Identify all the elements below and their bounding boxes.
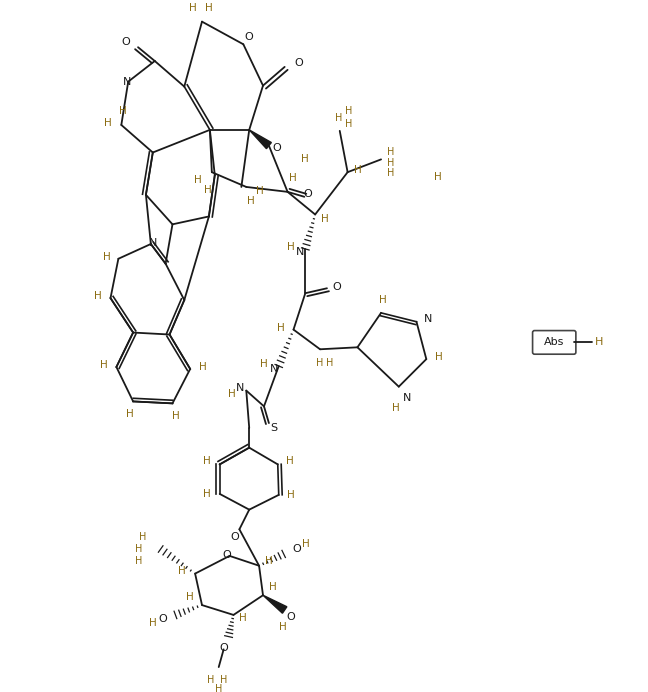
Text: H: H bbox=[269, 583, 277, 592]
Text: N: N bbox=[296, 247, 305, 257]
Text: H: H bbox=[286, 242, 294, 252]
Text: H: H bbox=[286, 490, 294, 500]
Text: H: H bbox=[435, 352, 443, 362]
Polygon shape bbox=[249, 130, 272, 149]
Text: H: H bbox=[596, 338, 604, 347]
Text: O: O bbox=[292, 544, 301, 554]
Text: O: O bbox=[230, 532, 239, 543]
Text: H: H bbox=[256, 186, 264, 196]
Text: H: H bbox=[204, 185, 212, 195]
Text: H: H bbox=[277, 322, 284, 333]
Text: O: O bbox=[222, 550, 231, 560]
Text: N: N bbox=[270, 364, 278, 374]
Text: H: H bbox=[199, 362, 207, 372]
Text: N: N bbox=[123, 77, 132, 86]
Text: O: O bbox=[122, 37, 131, 47]
Text: H: H bbox=[321, 215, 329, 224]
Text: H: H bbox=[388, 147, 395, 156]
Text: H: H bbox=[102, 252, 110, 262]
Text: H: H bbox=[119, 106, 127, 116]
Text: H: H bbox=[94, 291, 102, 301]
Text: H: H bbox=[303, 539, 310, 549]
Text: N: N bbox=[424, 313, 432, 324]
Text: H: H bbox=[301, 154, 309, 165]
Text: H: H bbox=[392, 403, 400, 413]
Text: N: N bbox=[148, 238, 157, 248]
Text: O: O bbox=[294, 58, 303, 68]
Text: H: H bbox=[100, 360, 108, 370]
Text: H: H bbox=[135, 556, 143, 566]
Text: H: H bbox=[345, 106, 353, 116]
Text: H: H bbox=[286, 457, 294, 466]
Text: H: H bbox=[434, 172, 442, 182]
Text: H: H bbox=[203, 457, 211, 466]
Text: H: H bbox=[335, 113, 342, 123]
Text: H: H bbox=[126, 409, 134, 419]
Text: H: H bbox=[354, 165, 362, 175]
Text: H: H bbox=[240, 613, 247, 623]
Text: H: H bbox=[260, 359, 268, 369]
Text: H: H bbox=[178, 565, 186, 576]
Text: H: H bbox=[326, 358, 334, 368]
Text: N: N bbox=[402, 394, 411, 403]
Text: H: H bbox=[189, 3, 197, 13]
Text: H: H bbox=[104, 118, 111, 128]
Text: H: H bbox=[279, 621, 286, 632]
Text: H: H bbox=[379, 295, 387, 305]
Text: O: O bbox=[272, 143, 281, 152]
Text: H: H bbox=[194, 175, 202, 185]
Text: O: O bbox=[286, 612, 295, 622]
Text: Abs: Abs bbox=[544, 338, 564, 347]
Text: H: H bbox=[149, 618, 157, 628]
Text: O: O bbox=[303, 189, 312, 199]
Text: O: O bbox=[219, 644, 228, 653]
Text: O: O bbox=[332, 282, 341, 292]
Text: N: N bbox=[236, 383, 244, 392]
Text: H: H bbox=[248, 196, 255, 206]
Text: H: H bbox=[265, 556, 273, 566]
Text: H: H bbox=[316, 358, 324, 368]
Text: H: H bbox=[139, 532, 146, 543]
Text: H: H bbox=[388, 168, 395, 178]
Text: H: H bbox=[172, 411, 179, 421]
Text: H: H bbox=[135, 544, 143, 554]
Text: H: H bbox=[207, 675, 214, 685]
Polygon shape bbox=[263, 595, 287, 613]
Text: O: O bbox=[245, 33, 253, 42]
Text: H: H bbox=[220, 675, 227, 685]
Text: H: H bbox=[187, 592, 194, 602]
Text: H: H bbox=[345, 119, 353, 129]
Text: H: H bbox=[288, 173, 296, 183]
Text: H: H bbox=[205, 3, 213, 13]
Text: S: S bbox=[270, 423, 277, 433]
Text: H: H bbox=[203, 489, 211, 499]
Text: H: H bbox=[227, 388, 235, 399]
FancyBboxPatch shape bbox=[533, 331, 576, 354]
Text: H: H bbox=[388, 158, 395, 168]
Text: H: H bbox=[215, 684, 222, 692]
Text: O: O bbox=[158, 614, 167, 624]
